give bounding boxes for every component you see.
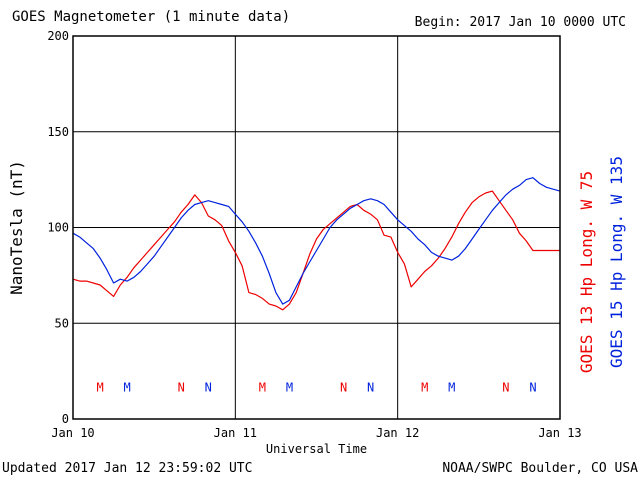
x-tick-label: Jan 13 [538, 426, 581, 440]
legend-goes15: GOES 15 Hp Long. W 135 [607, 156, 626, 368]
midnight-marker: M [448, 380, 455, 394]
x-axis-label: Universal Time [266, 442, 367, 456]
plot-frame [72, 35, 561, 420]
noon-marker: N [529, 380, 536, 394]
y-tick-label: 50 [55, 316, 69, 330]
midnight-marker: M [286, 380, 293, 394]
y-tick-labels: 0 50 100 150 200 [47, 29, 69, 426]
x-tick-labels: Jan 10 Jan 11 Jan 12 Jan 13 [51, 426, 581, 440]
x-tick-label: Jan 11 [214, 426, 257, 440]
updated-time: Updated 2017 Jan 12 23:59:02 UTC [2, 461, 253, 476]
noon-marker: N [205, 380, 212, 394]
series-layer [72, 177, 561, 311]
noon-marker: N [502, 380, 509, 394]
y-tick-label: 0 [62, 412, 69, 426]
midnight-marker: M [96, 380, 103, 394]
source-credit: NOAA/SWPC Boulder, CO USA [442, 461, 638, 476]
y-tick-label: 200 [47, 29, 69, 43]
noon-marker: N [367, 380, 374, 394]
x-tick-label: Jan 12 [376, 426, 419, 440]
series-goes15-line [72, 177, 561, 305]
midnight-marker: M [421, 380, 428, 394]
y-tick-label: 100 [47, 221, 69, 235]
begin-time: Begin: 2017 Jan 10 0000 UTC [414, 15, 626, 30]
noon-marker: N [340, 380, 347, 394]
chart-title: GOES Magnetometer (1 minute data) [12, 9, 291, 25]
legend-goes13: GOES 13 Hp Long. W 75 [577, 171, 596, 373]
y-axis-label: NanoTesla (nT) [7, 160, 26, 295]
noon-marker: N [178, 380, 185, 394]
midnight-marker: M [259, 380, 266, 394]
y-tick-label: 150 [47, 125, 69, 139]
midnight-marker: M [123, 380, 130, 394]
series-goes13-line [72, 190, 560, 311]
grid [73, 36, 560, 419]
x-tick-label: Jan 10 [51, 426, 94, 440]
